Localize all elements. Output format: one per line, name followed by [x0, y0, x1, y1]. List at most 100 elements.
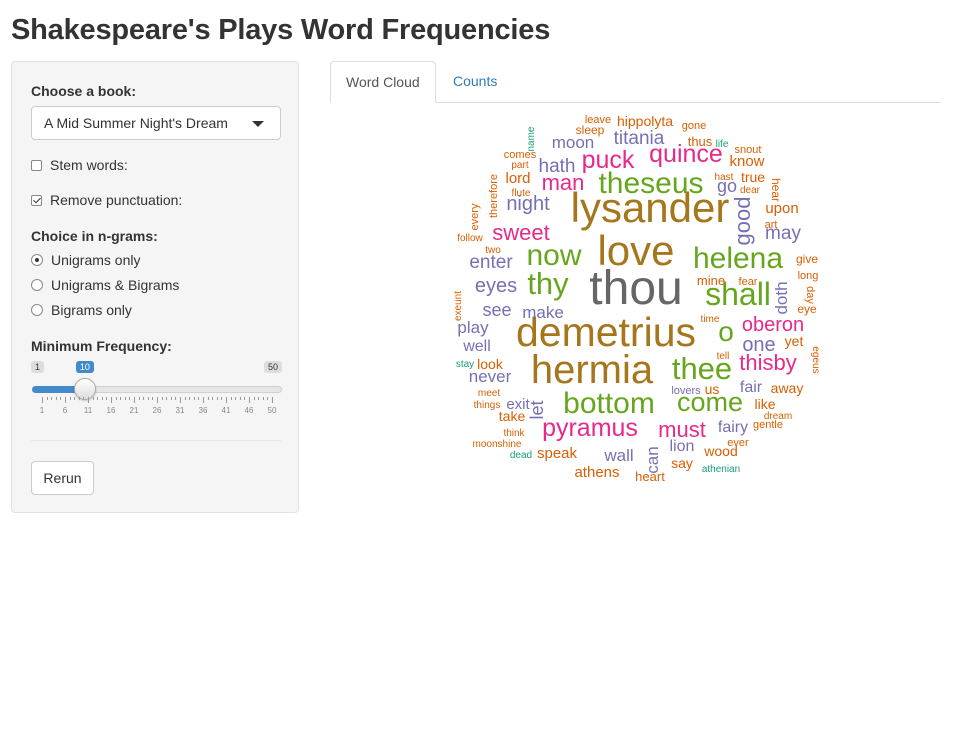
slider-tick-label: 46 [244, 406, 254, 415]
cloud-word-therefore: therefore [488, 174, 500, 218]
cloud-word-snout: snout [735, 144, 762, 156]
slider-tick [180, 397, 181, 403]
cloud-word-thee: thee [672, 351, 732, 386]
cloud-word-helena: helena [693, 242, 783, 275]
cloud-word-gone: gone [682, 120, 706, 132]
cloud-word-hear: hear [769, 178, 783, 202]
slider-tick-label: 21 [129, 406, 139, 415]
slider-tick [212, 397, 214, 400]
radio-icon[interactable] [31, 279, 43, 291]
cloud-word-must: must [658, 417, 706, 442]
cloud-word-egeus: egeus [810, 346, 821, 373]
cloud-word-never: never [469, 367, 512, 386]
cloud-word-look: look [477, 356, 504, 372]
slider-tick [216, 397, 218, 400]
cloud-word-athens: athens [574, 464, 619, 481]
caret-down-icon [252, 121, 264, 127]
rerun-button[interactable]: Rerun [31, 461, 94, 495]
cloud-word-athenian: athenian [702, 464, 740, 475]
slider-value-badge: 10 [75, 361, 94, 373]
slider-tick-label: 6 [62, 406, 68, 415]
cloud-word-hath: hath [539, 156, 576, 177]
cloud-word-sleep: sleep [576, 123, 605, 137]
cloud-word-exit: exit [506, 396, 530, 413]
cloud-word-hippolyta: hippolyta [617, 113, 673, 129]
radio-label: Bigrams only [51, 302, 132, 318]
radio-unigrams-bigrams[interactable]: Unigrams & Bigrams [31, 277, 179, 293]
cloud-word-heart: heart [635, 469, 665, 484]
slider-tick [101, 397, 103, 400]
cloud-word-hermia: hermia [531, 348, 654, 392]
cloud-word-part: part [511, 160, 528, 171]
slider-tick [78, 397, 80, 400]
slider-tick [258, 397, 260, 400]
checkbox-checked-icon[interactable] [31, 195, 42, 206]
tab-word-cloud[interactable]: Word Cloud [330, 61, 436, 103]
slider-tick-label: 16 [106, 406, 116, 415]
stem-words-checkbox[interactable]: Stem words: [31, 157, 128, 173]
radio-label: Unigrams & Bigrams [51, 277, 180, 293]
slider-tick-label: 26 [152, 406, 162, 415]
cloud-word-titania: titania [614, 128, 665, 149]
cloud-word-go: go [717, 176, 737, 196]
cloud-word-make: make [522, 303, 564, 322]
slider-tick [51, 397, 53, 400]
cloud-word-may: may [765, 223, 801, 244]
book-select[interactable]: A Mid Summer Night's Dream [31, 106, 281, 140]
cloud-word-lysander: lysander [571, 184, 730, 231]
cloud-word-lord: lord [505, 170, 530, 187]
cloud-word-thus: thus [688, 134, 713, 149]
slider-tick-label: 11 [83, 406, 93, 415]
cloud-word-yet: yet [785, 333, 804, 349]
slider-tick [55, 397, 57, 400]
cloud-word-night: night [506, 193, 550, 215]
cloud-word-tell: tell [717, 351, 730, 362]
slider-tick [193, 397, 195, 400]
checkbox-icon[interactable] [31, 160, 42, 171]
cloud-word-let: let [527, 400, 547, 419]
radio-unigrams-only[interactable]: Unigrams only [31, 252, 140, 268]
remove-punctuation-checkbox[interactable]: Remove punctuation: [31, 192, 182, 208]
cloud-word-one: one [742, 334, 775, 356]
cloud-word-see: see [482, 300, 511, 320]
slider-tick [60, 397, 62, 400]
cloud-word-life: life [716, 139, 729, 150]
cloud-word-enter: enter [469, 252, 513, 273]
slider-tick [147, 397, 149, 400]
radio-bigrams-only[interactable]: Bigrams only [31, 302, 132, 318]
cloud-word-lovers: lovers [671, 385, 701, 397]
cloud-word-fairy: fairy [718, 419, 748, 436]
cloud-word-man: man [542, 170, 585, 195]
page-title: Shakespeare's Plays Word Frequencies [11, 14, 551, 46]
slider-tick [262, 397, 264, 400]
cloud-word-doth: doth [772, 281, 791, 314]
slider-handle[interactable] [73, 378, 96, 400]
cloud-word-mine: mine [697, 273, 725, 288]
ngram-label: Choice in n-grams: [31, 228, 158, 244]
slider-tick [97, 397, 99, 400]
radio-label: Unigrams only [51, 252, 141, 268]
slider-tick [152, 397, 154, 400]
slider-tick-label: 36 [198, 406, 208, 415]
tab-counts[interactable]: Counts [453, 73, 498, 89]
slider-tick [83, 397, 85, 400]
cloud-word-good: good [730, 197, 755, 246]
cloud-word-thisby: thisby [739, 350, 796, 375]
cloud-word-true: true [741, 169, 765, 185]
slider-tick [161, 397, 163, 400]
book-select-value: A Mid Summer Night's Dream [44, 115, 228, 131]
cloud-word-follow: follow [457, 233, 483, 244]
sidebar-panel: Choose a book: A Mid Summer Night's Drea… [11, 61, 299, 513]
cloud-word-moonshine: moonshine [473, 439, 522, 450]
radio-icon[interactable] [31, 304, 43, 316]
slider-tick [198, 397, 200, 400]
book-select-label: Choose a book: [31, 83, 137, 99]
tab-bar: Word Cloud Counts [330, 61, 941, 103]
slider-tick [253, 397, 255, 400]
cloud-word-upon: upon [765, 200, 798, 217]
slider-tick [249, 397, 250, 403]
radio-selected-icon[interactable] [31, 254, 43, 266]
cloud-word-meet: meet [478, 388, 500, 399]
cloud-word-hast: hast [715, 172, 734, 183]
